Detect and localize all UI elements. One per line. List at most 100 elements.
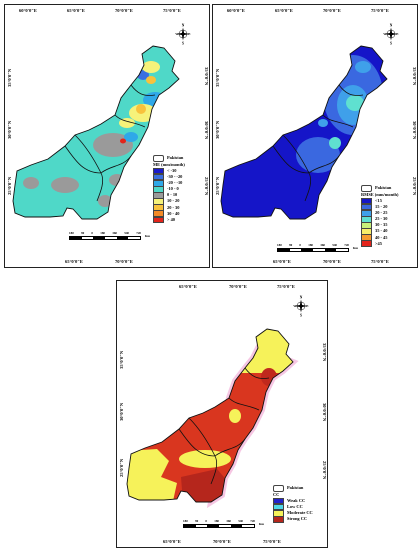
legend-item: >45 (361, 240, 398, 247)
lon-tick: 70°0'0"E (323, 259, 341, 264)
legend-classes: Weak CC Low CC Moderate CC Strong CC (273, 497, 313, 523)
legend-item: Strong CC (273, 516, 313, 523)
cc-zone-moderate (127, 449, 177, 501)
rmse-zone-20-25 (355, 61, 371, 73)
me-zone-gray (51, 177, 79, 193)
legend-item-label: >45 (375, 240, 382, 246)
lat-tick: 25°0'0"N (204, 177, 209, 196)
legend-item-label: 10 - 20 (167, 198, 180, 204)
scale-unit: Km (144, 234, 150, 238)
lat-tick: 25°0'0"N (322, 461, 327, 480)
cc-map-svg: 65°0'0"E 70°0'0"E 75°0'0"E 65°0'0"E 70°0… (119, 284, 327, 544)
legend-item: > 40 (153, 216, 185, 224)
lat-tick: 30°0'0"N (7, 120, 12, 139)
province-boundary (64, 84, 156, 202)
svg-text:E: E (396, 32, 399, 36)
lon-tick: 60°0'0"E (227, 8, 245, 13)
legend-item-label: 0 - 10 (167, 192, 178, 198)
svg-text:W: W (175, 32, 179, 36)
legend-item-label: -30 - -20 (167, 174, 183, 180)
rmse-zone-25-30 (346, 95, 364, 111)
scale-label: 180 (69, 231, 74, 235)
lon-tick: 65°0'0"E (67, 8, 85, 13)
scale-label: 540 (124, 231, 129, 235)
lon-tick: 70°0'0"E (115, 8, 133, 13)
province-boundary (178, 367, 270, 485)
lon-tick: 75°0'0"E (277, 284, 295, 289)
legend-swatch (153, 216, 164, 224)
me-legend: Pakistan ME (mm/month) < -30 -30 - -20 -20… (153, 154, 185, 224)
svg-text:N: N (300, 296, 303, 300)
pakistan-outline (13, 46, 179, 219)
lon-tick: 65°0'0"E (275, 8, 293, 13)
lon-tick: 65°0'0"E (65, 259, 83, 264)
legend-title: RMSE (mm/month) (361, 191, 399, 197)
lat-tick: 25°0'0"N (119, 458, 124, 477)
svg-text:N: N (182, 24, 185, 28)
rmse-zone-25-30 (329, 137, 341, 149)
north-arrow-icon: N W E S (175, 23, 191, 46)
me-zone-yellow (119, 118, 135, 128)
cc-map-panel: 65°0'0"E 70°0'0"E 75°0'0"E 65°0'0"E 70°0… (116, 280, 328, 548)
legend-item-label: -10 - 0 (167, 186, 179, 192)
me-zone-orange (136, 104, 146, 114)
province-boundary (272, 84, 364, 202)
scale-label: 180 (214, 519, 219, 523)
lon-tick: 75°0'0"E (263, 539, 281, 544)
scale-label: 90 (195, 519, 199, 523)
legend-item-label: 20 - 30 (167, 204, 180, 210)
legend-country: Pakistan (287, 485, 304, 491)
scale-bar: 180 90 0 180 360 540 720 Km (183, 519, 264, 528)
legend-item-label: 30 - 35 (375, 222, 388, 228)
me-zone-yellow (142, 61, 160, 73)
lon-tick: 70°0'0"E (213, 539, 231, 544)
lat-tick: 25°0'0"N (215, 176, 220, 195)
me-map-panel: 60°0'0"E 65°0'0"E 70°0'0"E 75°0'0"E 65°0… (4, 4, 210, 268)
lon-tick: 75°0'0"E (371, 8, 389, 13)
lat-tick: 35°0'0"N (119, 350, 124, 369)
scale-label: 540 (332, 243, 337, 247)
svg-text:S: S (300, 314, 302, 317)
north-arrow-icon: N W E S (383, 23, 399, 46)
scale-bar: 180 90 0 180 360 540 720 Km (69, 231, 150, 240)
legend-item-label: 30 - 40 (167, 210, 180, 216)
north-arrow-icon: N W E S (293, 295, 309, 318)
scale-unit: Km (352, 246, 358, 250)
scale-labels: 180 90 0 180 360 540 720 (69, 231, 141, 235)
cc-map (126, 328, 299, 509)
scale-label: 0 (205, 519, 207, 523)
scale-label: 90 (81, 231, 85, 235)
legend-item-label: 15 - 20 (375, 204, 388, 210)
lat-tick: 25°0'0"N (7, 176, 12, 195)
legend-item-label: < -30 (167, 168, 177, 173)
legend-item-label: > 40 (167, 216, 175, 222)
scale-label: 180 (308, 243, 313, 247)
cc-zone-strong (181, 469, 229, 502)
scale-bar: 180 90 0 180 360 540 720 Km (277, 243, 358, 252)
scale-label: 180 (100, 231, 105, 235)
cc-zone-moderate (179, 450, 231, 468)
me-zone-orange (146, 76, 156, 84)
scale-label: 720 (344, 243, 349, 247)
legend-item-label: 40 - 45 (375, 234, 388, 240)
scale-label: 720 (250, 519, 255, 523)
me-map-svg: 60°0'0"E 65°0'0"E 70°0'0"E 75°0'0"E 65°0… (7, 8, 209, 264)
lon-tick: 60°0'0"E (19, 8, 37, 13)
legend-country: Pakistan (167, 155, 184, 161)
scale-labels: 180 90 0 180 360 540 720 (277, 243, 349, 247)
svg-text:S: S (390, 42, 392, 45)
me-zone-gray (23, 177, 39, 189)
scale-label: 360 (112, 231, 117, 235)
lat-tick: 30°0'0"N (119, 402, 124, 421)
legend-item-label: <15 (375, 198, 382, 203)
lat-tick: 35°0'0"N (7, 68, 12, 87)
lon-tick: 65°0'0"E (273, 259, 291, 264)
scale-label: 180 (277, 243, 282, 247)
scale-label: 180 (183, 519, 188, 523)
scale-labels: 180 90 0 180 360 540 720 (183, 519, 255, 523)
lat-tick: 30°0'0"N (215, 120, 220, 139)
svg-text:S: S (182, 42, 184, 45)
lat-tick: 25°0'0"N (412, 177, 417, 196)
scale-label: 90 (289, 243, 293, 247)
